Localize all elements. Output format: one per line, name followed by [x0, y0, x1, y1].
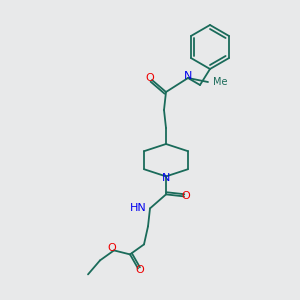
- Text: Me: Me: [213, 77, 227, 87]
- Text: N: N: [162, 173, 170, 183]
- Text: N: N: [184, 71, 192, 81]
- Text: O: O: [136, 266, 144, 275]
- Text: O: O: [108, 243, 116, 254]
- Text: O: O: [146, 73, 154, 83]
- Text: O: O: [182, 191, 190, 201]
- Text: HN: HN: [130, 203, 147, 213]
